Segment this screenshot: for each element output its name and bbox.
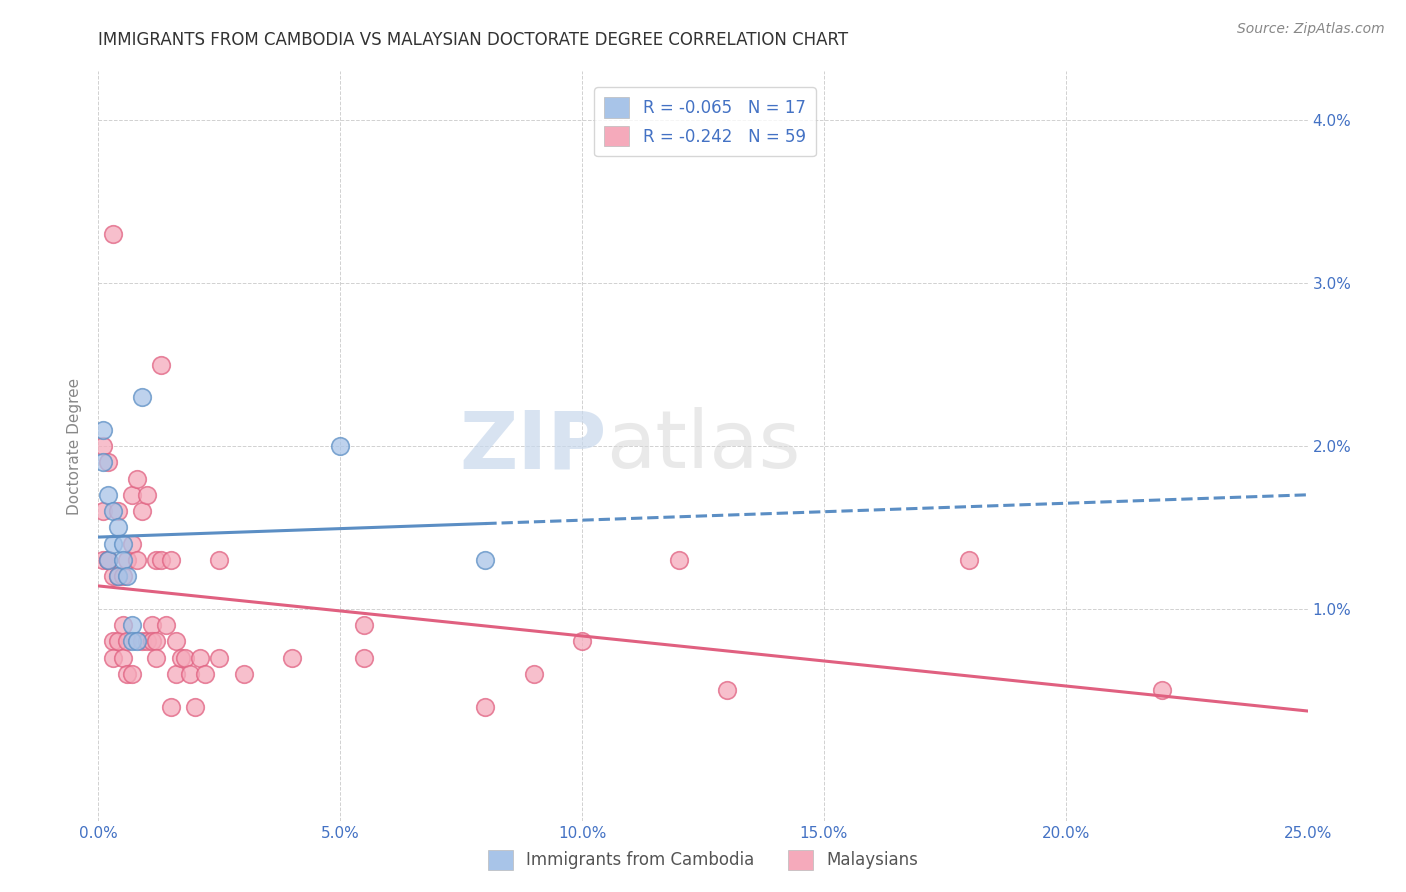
Point (668, 553, 690, 567)
Point (131, 390, 153, 404)
Point (97, 455, 120, 469)
Point (127, 634, 149, 648)
Point (155, 618, 177, 632)
Point (353, 650, 375, 665)
Point (131, 504, 153, 518)
Point (160, 553, 183, 567)
Point (141, 634, 163, 648)
Point (184, 699, 207, 714)
Point (135, 634, 157, 648)
Legend: Immigrants from Cambodia, Malaysians: Immigrants from Cambodia, Malaysians (481, 843, 925, 877)
Point (165, 634, 187, 648)
Point (150, 553, 173, 567)
Point (194, 667, 217, 681)
Point (145, 634, 167, 648)
Point (179, 667, 201, 681)
Point (101, 227, 124, 242)
Point (145, 553, 167, 567)
Point (101, 650, 124, 665)
Point (474, 553, 496, 567)
Point (188, 650, 211, 665)
Y-axis label: Doctorate Degree: Doctorate Degree (67, 377, 83, 515)
Point (117, 634, 139, 648)
Point (329, 439, 352, 453)
Point (111, 569, 134, 583)
Point (121, 618, 143, 632)
Point (121, 537, 143, 551)
Point (169, 650, 191, 665)
Point (127, 472, 149, 486)
Point (474, 699, 496, 714)
Point (101, 634, 124, 648)
Point (1152, 683, 1174, 698)
Point (353, 618, 375, 632)
Point (91, 439, 114, 453)
Text: atlas: atlas (606, 407, 800, 485)
Point (117, 569, 139, 583)
Point (111, 650, 134, 665)
Point (127, 553, 149, 567)
Point (208, 650, 231, 665)
Legend: R = -0.065   N = 17, R = -0.242   N = 59: R = -0.065 N = 17, R = -0.242 N = 59 (595, 87, 815, 156)
Point (107, 520, 129, 534)
Point (97, 553, 120, 567)
Point (91, 423, 114, 437)
Point (111, 537, 134, 551)
Point (101, 504, 124, 518)
Point (107, 634, 129, 648)
Point (121, 488, 143, 502)
Point (101, 537, 124, 551)
Point (97, 488, 120, 502)
Point (97, 553, 120, 567)
Point (107, 504, 129, 518)
Point (91, 553, 114, 567)
Point (121, 667, 143, 681)
Point (716, 683, 738, 698)
Point (957, 553, 980, 567)
Point (165, 667, 187, 681)
Point (101, 569, 124, 583)
Text: ZIP: ZIP (458, 407, 606, 485)
Point (97, 553, 120, 567)
Point (111, 618, 134, 632)
Point (281, 650, 304, 665)
Point (107, 569, 129, 583)
Point (135, 488, 157, 502)
Point (145, 650, 167, 665)
Point (91, 504, 114, 518)
Point (160, 699, 183, 714)
Point (121, 634, 143, 648)
Point (117, 553, 139, 567)
Point (208, 553, 231, 567)
Point (111, 553, 134, 567)
Point (107, 569, 129, 583)
Point (232, 667, 254, 681)
Point (150, 358, 173, 372)
Point (174, 650, 197, 665)
Text: IMMIGRANTS FROM CAMBODIA VS MALAYSIAN DOCTORATE DEGREE CORRELATION CHART: IMMIGRANTS FROM CAMBODIA VS MALAYSIAN DO… (98, 31, 849, 49)
Point (91, 455, 114, 469)
Point (523, 667, 546, 681)
Text: Source: ZipAtlas.com: Source: ZipAtlas.com (1237, 22, 1385, 37)
Point (571, 634, 593, 648)
Point (117, 667, 139, 681)
Point (141, 618, 163, 632)
Point (131, 634, 153, 648)
